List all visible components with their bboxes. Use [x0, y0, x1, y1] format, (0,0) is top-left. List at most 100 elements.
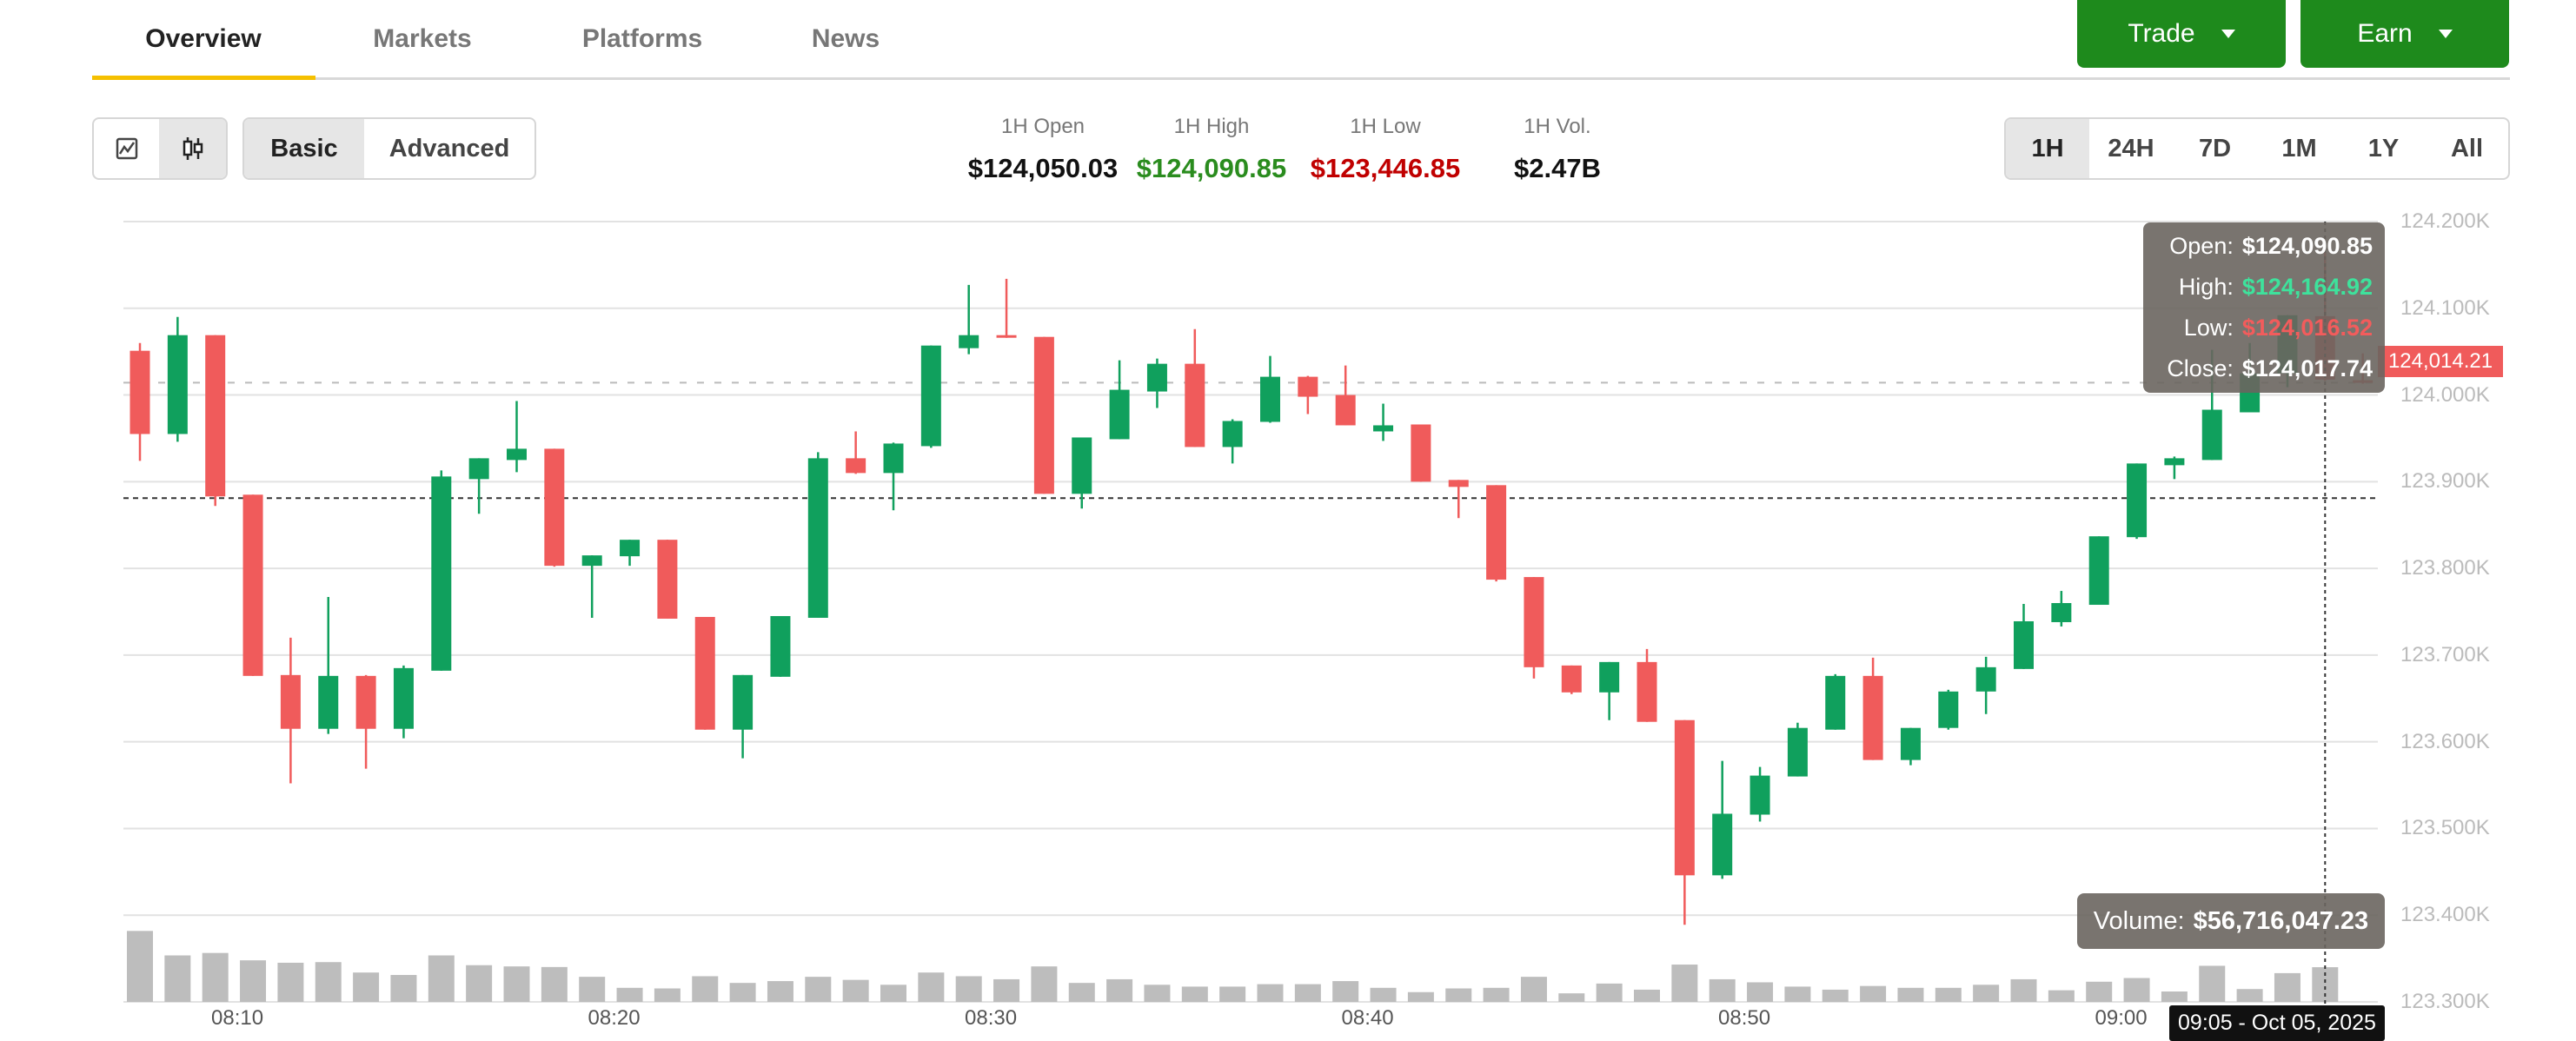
x-tick-label: 08:30	[965, 1006, 1018, 1030]
y-tick-label: 123.900K	[2400, 469, 2490, 494]
volume-bar	[2048, 990, 2075, 1002]
candle-up	[959, 335, 979, 348]
low-value: $124,016.52	[2241, 315, 2373, 341]
volume-bar	[616, 987, 643, 1002]
volume-bar	[2161, 991, 2188, 1002]
candle-up	[468, 458, 489, 480]
candle-down	[996, 335, 1017, 338]
volume-bar	[240, 960, 267, 1002]
y-tick-label: 124.200K	[2400, 209, 2490, 233]
range-1m[interactable]: 1M	[2281, 134, 2317, 162]
volume-bar	[1294, 984, 1321, 1002]
candle-down	[1674, 719, 1695, 876]
candle-up	[1146, 363, 1167, 392]
open-value: $124,090.85	[2241, 233, 2373, 259]
candlestick-icon	[183, 137, 202, 160]
range-24h[interactable]: 24H	[2108, 134, 2154, 162]
candle-down	[1486, 485, 1507, 580]
candle-down	[1298, 376, 1318, 397]
range-all[interactable]: All	[2450, 134, 2484, 162]
volume-bar	[1144, 985, 1171, 1002]
candle-down	[1033, 336, 1054, 494]
volume-bar	[1973, 985, 2000, 1002]
volume-bar	[2086, 981, 2113, 1002]
candle-down	[1524, 577, 1544, 667]
volume-bar	[1520, 977, 1547, 1002]
stat-value: $124,090.85	[1136, 153, 1287, 183]
active-tab-indicator	[92, 76, 315, 80]
tab-news[interactable]: News	[811, 24, 880, 53]
x-tick-label: 08:40	[1341, 1006, 1394, 1030]
volume-bar	[1822, 989, 1849, 1002]
tab-markets[interactable]: Markets	[373, 24, 472, 53]
volume-bar	[2236, 989, 2263, 1002]
tab-overview[interactable]: Overview	[145, 24, 262, 53]
mode-toggle: Basic Advanced	[242, 117, 536, 180]
candle-up	[770, 615, 791, 677]
candle-up	[581, 555, 602, 567]
earn-button[interactable]: Earn	[2300, 0, 2509, 68]
volume-bar	[315, 962, 342, 1002]
volume-bar	[1747, 982, 1774, 1002]
candle-up	[1900, 727, 1921, 760]
candle-up	[2014, 620, 2034, 669]
candle-down	[1411, 424, 1431, 482]
candle-up	[318, 675, 339, 729]
candle-up	[1260, 376, 1280, 422]
volume-bar	[202, 952, 229, 1002]
x-tick-label: 08:20	[588, 1006, 641, 1030]
y-tick-label: 123.600K	[2400, 729, 2490, 753]
ohlc-tooltip: Open: $124,090.85 High: $124,164.92 Low: $1…	[2143, 222, 2385, 393]
volume-bar	[1219, 986, 1246, 1002]
candle-up	[2127, 463, 2148, 538]
volume-bar	[955, 976, 982, 1002]
stat-label: 1H Low	[1350, 115, 1421, 138]
volume-bar	[1445, 988, 1472, 1002]
range-1h[interactable]: 1H	[2006, 119, 2089, 178]
candlestick-button[interactable]	[159, 119, 226, 178]
volume-bar	[1596, 983, 1623, 1002]
volume-bar	[2123, 978, 2150, 1002]
candle-up	[1975, 666, 1996, 692]
basic-mode-button[interactable]: Basic	[244, 119, 364, 178]
advanced-mode-button[interactable]: Advanced	[388, 134, 510, 162]
candle-down	[657, 540, 678, 619]
volume-bar	[390, 975, 417, 1002]
candle-down	[694, 616, 715, 730]
candle-up	[620, 540, 641, 557]
high-value: $124,164.92	[2241, 274, 2373, 300]
candle-up	[2201, 409, 2222, 461]
volume-bar	[1483, 987, 1510, 1002]
range-1y[interactable]: 1Y	[2367, 134, 2400, 162]
volume-bar	[918, 972, 945, 1002]
volume-bar	[1332, 981, 1359, 1002]
open-label: Open:	[2169, 233, 2234, 259]
stat-1h-high: 1H High $124,090.85	[1137, 115, 1286, 184]
volume-bar	[1068, 983, 1095, 1002]
range-7d[interactable]: 7D	[2198, 134, 2232, 162]
candle-down	[129, 350, 150, 434]
candle-up	[1373, 425, 1394, 432]
stat-1h-low: 1H Low $123,446.85	[1311, 115, 1460, 184]
volume-bar	[729, 983, 756, 1002]
tab-platforms[interactable]: Platforms	[581, 24, 703, 53]
line-chart-button[interactable]	[94, 119, 159, 178]
low-label: Low:	[2183, 315, 2234, 341]
candle-down	[1862, 675, 1883, 760]
volume-bar	[880, 985, 906, 1002]
candle-up	[1109, 389, 1130, 440]
volume-bar	[1671, 965, 1698, 1002]
volume-bar	[1784, 986, 1811, 1002]
volume-bar	[277, 962, 304, 1002]
candle-down	[1637, 661, 1657, 722]
volume-bar	[428, 955, 455, 1002]
volume-bar	[1860, 985, 1887, 1002]
stat-value: $2.47B	[1514, 153, 1601, 183]
tab-divider	[92, 77, 2510, 80]
candle-down	[1185, 363, 1205, 448]
trade-button[interactable]: Trade	[2077, 0, 2286, 68]
candle-down	[355, 675, 376, 729]
volume-bar	[353, 972, 380, 1002]
candle-up	[1599, 661, 1620, 693]
